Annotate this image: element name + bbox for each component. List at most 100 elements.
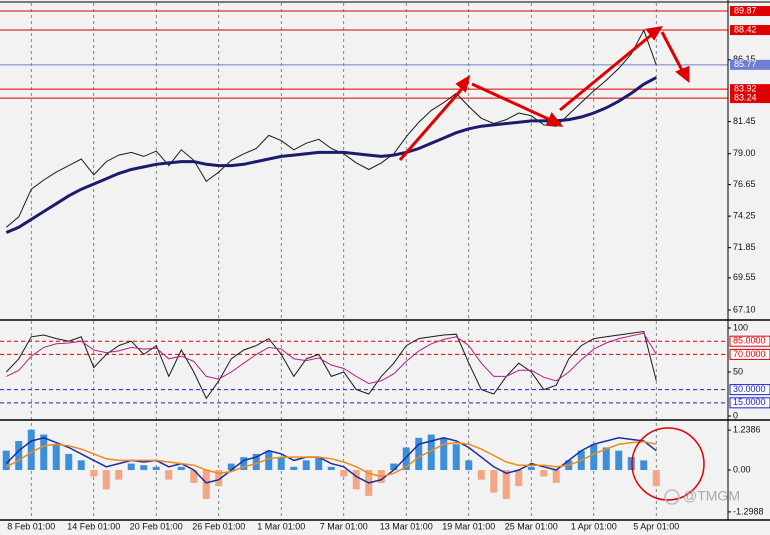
histogram-bar [515,470,523,487]
x-tick-label: 1 Mar 01:00 [257,521,305,531]
series-line [6,332,657,385]
x-tick-label: 19 Mar 01:00 [442,521,495,531]
level-label: 83.24 [734,92,757,102]
histogram-bar [352,470,360,490]
level-label: 89.87 [734,5,757,15]
histogram-bar [140,465,148,471]
y-tick-label: 86.15 [733,54,756,64]
histogram-bar [590,444,598,471]
y-tick-label: 0.00 [733,464,751,474]
watermark-text: @TMGM [683,488,740,504]
histogram-bar [77,460,85,471]
histogram-bar [2,450,10,471]
histogram-bar [265,450,273,471]
histogram-bar [202,470,210,500]
y-tick-label: 0 [733,410,738,420]
histogram-bar [627,457,635,471]
x-tick-label: 25 Mar 01:00 [505,521,558,531]
marks-layer [2,29,660,500]
level-label-box [730,59,770,70]
histogram-bar [465,460,473,471]
histogram-bar [402,447,410,471]
histogram-bar [477,470,485,480]
histogram-bar [327,466,335,471]
histogram-bar [615,450,623,471]
level-label: 70.0000 [733,349,766,359]
histogram-bar [15,441,23,471]
x-tick-label: 20 Feb 01:00 [130,521,183,531]
histogram-bar [527,466,535,471]
level-label: 15.0000 [733,397,766,407]
y-tick-label: -1.2988 [733,506,764,516]
level-label-box [730,6,770,17]
histogram-bar [215,470,223,487]
level-label-box [730,25,770,36]
y-tick-label: 69.55 [733,272,756,282]
y-tick-label: 100 [733,322,748,332]
histogram-bar [115,470,123,480]
histogram-bar [640,460,648,471]
highlight-circle [631,427,705,501]
arrow [471,82,556,124]
histogram-bar [502,470,510,500]
level-label: 30.0000 [733,384,766,394]
histogram-bar [277,457,285,471]
histogram-bar [252,453,260,471]
y-tick-label: 79.00 [733,148,756,158]
histogram-bar [440,437,448,471]
histogram-bar [427,434,435,471]
x-tick-label: 8 Feb 01:00 [7,521,55,531]
arrow-head [645,25,663,41]
level-label: 83.92 [734,84,757,94]
histogram-bar [290,466,298,471]
histogram-bar [27,429,35,471]
histogram-bar [127,463,135,471]
histogram-bar [602,447,610,471]
y-tick-label: 50 [733,366,743,376]
histogram-bar [452,444,460,471]
level-label-box [730,84,770,95]
arrow-head [455,74,471,93]
y-tick-label: 76.65 [733,179,756,189]
histogram-bar [415,437,423,471]
y-tick-label: 1.2386 [733,424,761,434]
series-line [5,440,657,478]
grid-layer [0,0,770,521]
histogram-bar [52,444,60,471]
histogram-bar [227,463,235,471]
histogram-bar [652,470,660,487]
annotations [398,25,705,501]
level-label-box [729,348,770,360]
arrow-head [545,112,564,127]
histogram-bar [302,460,310,471]
histogram-bar [540,470,548,477]
y-tick-label: 81.45 [733,116,756,126]
series-line [5,330,657,400]
watermark: @TMGM [664,488,740,505]
level-label-box [730,93,770,104]
arrow [660,31,686,75]
y-tick-label: 67.10 [733,304,756,314]
histogram-bar [552,470,560,483]
x-tick-label: 5 Apr 01:00 [633,521,679,531]
x-tick-label: 7 Mar 01:00 [320,521,368,531]
x-tick-label: 1 Apr 01:00 [571,521,617,531]
histogram-bar [40,434,48,471]
series-line [5,437,657,484]
arrow [559,30,656,112]
histogram-bar [177,466,185,471]
level-label-box [729,335,770,347]
histogram-bar [340,470,348,477]
x-tick-label: 14 Feb 01:00 [67,521,120,531]
x-tick-label: 26 Feb 01:00 [192,521,245,531]
y-tick-label: 74.25 [733,211,756,221]
histogram-bar [65,453,73,471]
y-tick-label: 71.85 [733,242,756,252]
x-tick-label: 13 Mar 01:00 [380,521,433,531]
level-label: 88.42 [734,24,757,34]
watermark-icon [664,489,680,505]
level-label-box [729,384,770,396]
histogram-bar [165,470,173,480]
histogram-bar [490,470,498,493]
level-label-box [729,397,770,409]
